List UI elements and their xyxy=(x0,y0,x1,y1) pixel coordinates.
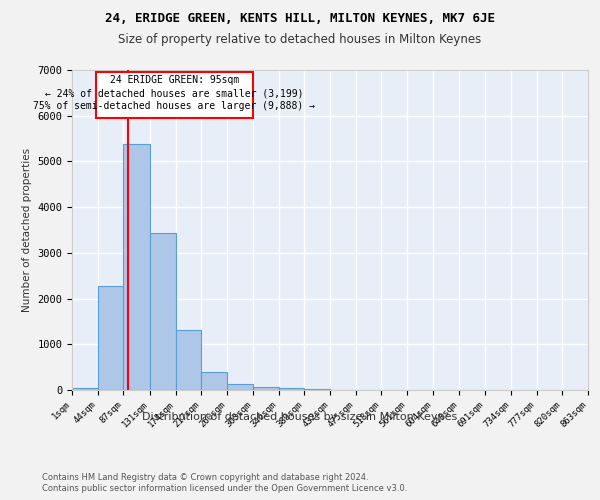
Bar xyxy=(124,144,150,390)
Y-axis label: Number of detached properties: Number of detached properties xyxy=(22,148,32,312)
Bar xyxy=(98,286,124,390)
Bar xyxy=(227,384,253,390)
Bar xyxy=(253,388,278,390)
Text: Contains HM Land Registry data © Crown copyright and database right 2024.: Contains HM Land Registry data © Crown c… xyxy=(42,472,368,482)
FancyBboxPatch shape xyxy=(96,72,253,118)
Text: Contains public sector information licensed under the Open Government Licence v3: Contains public sector information licen… xyxy=(42,484,407,493)
Text: Size of property relative to detached houses in Milton Keynes: Size of property relative to detached ho… xyxy=(118,32,482,46)
Text: 24 ERIDGE GREEN: 95sqm: 24 ERIDGE GREEN: 95sqm xyxy=(110,75,239,85)
Bar xyxy=(72,388,98,390)
Bar xyxy=(278,388,304,390)
Text: 75% of semi-detached houses are larger (9,888) →: 75% of semi-detached houses are larger (… xyxy=(34,101,316,111)
Bar xyxy=(150,233,176,390)
Text: Distribution of detached houses by size in Milton Keynes: Distribution of detached houses by size … xyxy=(142,412,458,422)
Bar xyxy=(304,389,330,390)
Bar xyxy=(201,372,227,390)
Text: ← 24% of detached houses are smaller (3,199): ← 24% of detached houses are smaller (3,… xyxy=(45,88,304,99)
Bar xyxy=(176,330,201,390)
Text: 24, ERIDGE GREEN, KENTS HILL, MILTON KEYNES, MK7 6JE: 24, ERIDGE GREEN, KENTS HILL, MILTON KEY… xyxy=(105,12,495,26)
